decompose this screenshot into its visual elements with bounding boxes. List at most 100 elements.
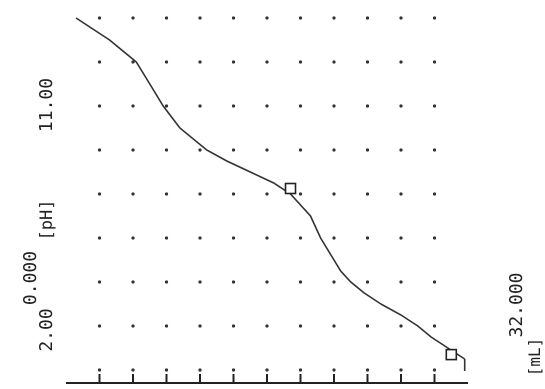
grid-dot — [332, 60, 336, 64]
grid-dot — [231, 60, 236, 64]
grid-dot — [231, 280, 236, 284]
grid-dot — [298, 280, 303, 284]
grid-dot — [198, 16, 202, 20]
grid-dot — [298, 236, 303, 240]
grid-dot — [164, 368, 169, 372]
grid-dot — [332, 192, 336, 196]
grid-dot — [265, 148, 269, 152]
grid-dot — [432, 148, 437, 152]
grid-dot — [432, 16, 437, 20]
grid-dot — [131, 236, 135, 240]
grid-dot — [97, 104, 102, 108]
grid-dot — [365, 236, 370, 240]
grid-dot — [231, 16, 236, 20]
grid-dot — [432, 324, 437, 328]
grid-dot — [164, 148, 169, 152]
grid-dot — [231, 148, 236, 152]
grid-dot — [231, 236, 236, 240]
x-axis-tick-label-low: 0.000 — [20, 251, 41, 305]
grid-dot — [298, 104, 303, 108]
grid-dot — [198, 280, 202, 284]
grid-dot — [365, 60, 370, 64]
grid-dot — [164, 16, 169, 20]
grid-dot — [399, 368, 403, 372]
grid-dot — [298, 60, 303, 64]
grid-dot — [97, 60, 102, 64]
grid-dot — [97, 280, 102, 284]
grid-dot — [399, 60, 403, 64]
grid-dot — [298, 324, 303, 328]
grid-dot — [332, 368, 336, 372]
grid-dot — [131, 280, 135, 284]
ph-axis-ticks — [98, 374, 436, 383]
grid-dot — [432, 104, 437, 108]
grid-dot — [97, 236, 102, 240]
grid-dot — [432, 368, 437, 372]
grid-dot — [265, 16, 269, 20]
grid-dot — [97, 16, 102, 20]
grid-dot — [164, 60, 169, 64]
grid-dot — [198, 192, 202, 196]
grid-dot — [131, 324, 135, 328]
y-axis-tick-label-low: 2.00 — [36, 308, 57, 351]
grid-dot — [231, 104, 236, 108]
grid-dot — [298, 16, 303, 20]
grid-dot — [198, 324, 202, 328]
grid-dot — [332, 104, 336, 108]
grid-dots — [97, 16, 437, 372]
grid-dot — [432, 236, 437, 240]
grid-dot — [97, 148, 102, 152]
grid-dot — [131, 148, 135, 152]
grid-dot — [131, 16, 135, 20]
grid-dot — [365, 148, 370, 152]
y-axis-title: [pH] — [37, 200, 57, 241]
grid-dot — [365, 192, 370, 196]
grid-dot — [399, 236, 403, 240]
grid-dot — [97, 192, 102, 196]
grid-dot — [131, 60, 135, 64]
grid-dot — [399, 280, 403, 284]
grid-dot — [164, 192, 169, 196]
grid-dot — [399, 148, 403, 152]
grid-dot — [198, 104, 202, 108]
titration-curve — [75, 17, 466, 360]
grid-dot — [164, 236, 169, 240]
grid-dot — [332, 324, 336, 328]
grid-dot — [332, 236, 336, 240]
grid-dot — [231, 192, 236, 196]
grid-dot — [298, 192, 303, 196]
equivalence-point-marker — [445, 348, 458, 361]
grid-dot — [265, 368, 269, 372]
equivalence-point-marker — [284, 182, 297, 195]
grid-dot — [365, 104, 370, 108]
grid-dot — [399, 192, 403, 196]
grid-dot — [399, 104, 403, 108]
grid-dot — [231, 324, 236, 328]
grid-dot — [399, 16, 403, 20]
grid-dot — [332, 280, 336, 284]
grid-dot — [131, 104, 135, 108]
grid-dot — [97, 324, 102, 328]
grid-dot — [231, 368, 236, 372]
grid-dot — [131, 368, 135, 372]
grid-dot — [298, 148, 303, 152]
grid-dot — [265, 280, 269, 284]
grid-dot — [332, 16, 336, 20]
grid-dot — [198, 60, 202, 64]
grid-dot — [198, 368, 202, 372]
grid-dot — [131, 192, 135, 196]
grid-dot — [365, 368, 370, 372]
grid-dot — [432, 280, 437, 284]
grid-dot — [332, 148, 336, 152]
grid-dot — [164, 280, 169, 284]
grid-dot — [198, 236, 202, 240]
equivalence-markers — [284, 182, 458, 361]
grid-dot — [365, 16, 370, 20]
grid-dot — [265, 192, 269, 196]
grid-dot — [97, 368, 102, 372]
grid-dot — [365, 324, 370, 328]
grid-dot — [265, 104, 269, 108]
grid-dot — [198, 148, 202, 152]
grid-dot — [432, 192, 437, 196]
